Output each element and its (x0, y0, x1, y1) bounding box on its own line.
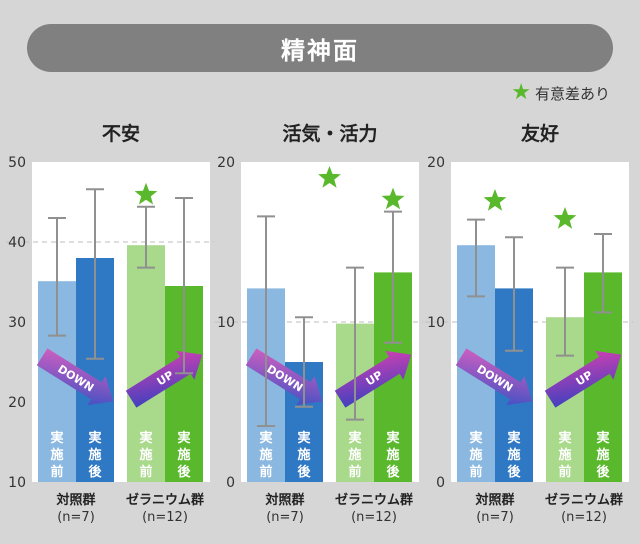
bar-label: 後 (507, 464, 521, 480)
bar (127, 245, 165, 482)
significance-star-icon (553, 207, 577, 229)
y-tick-label: 20 (8, 395, 26, 411)
y-tick-label: 10 (8, 475, 26, 491)
bar-label: 後 (297, 464, 311, 480)
arrow-shape (455, 348, 533, 406)
significance-star-icon (381, 187, 405, 210)
bar-label: 前 (558, 464, 571, 480)
bar-label: 実 (558, 430, 571, 446)
bar-label: 実 (507, 430, 520, 446)
panel-title: 活気・活力 (282, 122, 377, 145)
arrow-shape (36, 348, 114, 406)
y-tick-label: 30 (8, 315, 26, 331)
y-tick-label: 10 (217, 315, 235, 331)
significance-star-icon (134, 182, 158, 205)
group-n-label: (n=12) (561, 510, 607, 525)
group-n-label: (n=12) (142, 510, 188, 525)
page-title: 精神面 (281, 36, 359, 65)
bar-label: 前 (50, 464, 63, 480)
bar-label: 施 (596, 447, 609, 463)
bar-label: 施 (558, 447, 571, 463)
y-tick-label: 50 (8, 155, 26, 171)
group-label: ゼラニウム群 (545, 492, 623, 508)
page-title-banner: 精神面 (27, 24, 613, 72)
group-label: 対照群 (474, 492, 514, 508)
group-n-label: (n=7) (57, 510, 95, 525)
bar-label: 実 (469, 430, 482, 446)
panel-title: 友好 (521, 122, 559, 145)
bar-label: 実 (596, 430, 609, 446)
bar-label: 施 (348, 447, 361, 463)
bar-label: 施 (386, 447, 399, 463)
legend-label: 有意差あり (534, 84, 610, 103)
bar-label: 施 (50, 447, 63, 463)
group-n-label: (n=12) (351, 510, 397, 525)
group-label: ゼラニウム群 (126, 492, 204, 508)
bar-label: 施 (469, 447, 482, 463)
up-arrow: UP (544, 350, 622, 408)
bar-label: 前 (348, 464, 361, 480)
y-tick-label: 40 (8, 235, 26, 251)
y-tick-label: 20 (427, 155, 445, 171)
bar-label: 施 (88, 447, 101, 463)
y-tick-label: 10 (427, 315, 445, 331)
bar-label: 後 (596, 464, 610, 480)
bar-label: 後 (386, 464, 400, 480)
group-label: 対照群 (55, 492, 95, 508)
group-label: ゼラニウム群 (335, 492, 413, 508)
bar-label: 前 (139, 464, 152, 480)
bar-label: 実 (50, 430, 63, 446)
star-icon: ★ (511, 80, 531, 105)
y-tick-label: 0 (436, 475, 445, 491)
bar-label: 施 (139, 447, 152, 463)
bar-label: 施 (507, 447, 520, 463)
bar-label: 実 (259, 430, 272, 446)
bar-label: 実 (348, 430, 361, 446)
up-arrow: UP (334, 350, 412, 408)
y-tick-label: 0 (226, 475, 235, 491)
legend: ★ 有意差あり (511, 80, 610, 106)
bar-label: 実 (88, 430, 101, 446)
arrow-shape (544, 350, 622, 408)
bar-label: 実 (139, 430, 152, 446)
bar-label: 前 (259, 464, 272, 480)
bar-label: 実 (297, 430, 310, 446)
significance-star-icon (483, 189, 507, 211)
significance-star-icon (318, 166, 341, 188)
bar-label: 実 (386, 430, 399, 446)
group-label: 対照群 (264, 492, 304, 508)
bar-label: 施 (259, 447, 272, 463)
bar-label: 施 (297, 447, 310, 463)
bar-label: 前 (469, 464, 482, 480)
panel-title: 不安 (102, 122, 140, 145)
bar-label: 後 (177, 464, 191, 480)
bar-label: 後 (88, 464, 102, 480)
group-n-label: (n=7) (266, 510, 304, 525)
y-tick-label: 20 (217, 155, 235, 171)
bar-label: 施 (177, 447, 190, 463)
arrow-shape (334, 350, 412, 408)
group-n-label: (n=7) (476, 510, 514, 525)
bar-label: 実 (177, 430, 190, 446)
